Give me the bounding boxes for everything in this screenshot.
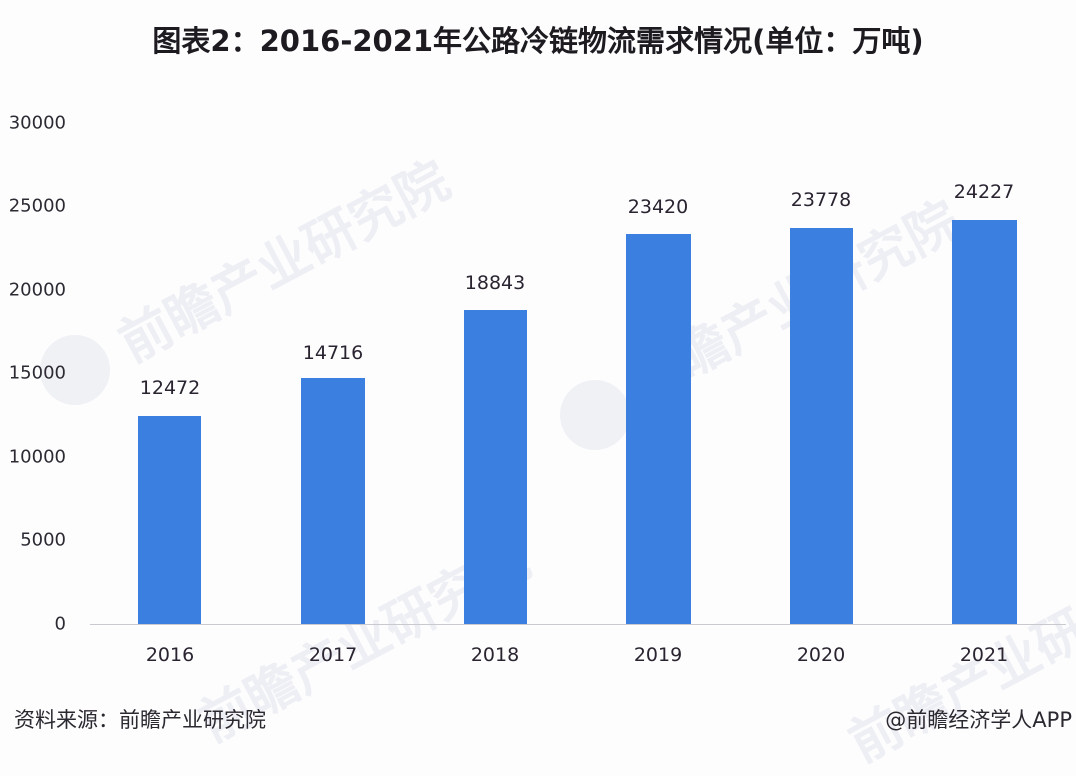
bar-value-label: 23778 [790,189,852,211]
bar-2018[interactable] [464,310,527,624]
y-tick: 10000 [8,446,66,468]
y-tick: 0 [54,613,66,635]
y-tick: 20000 [8,279,66,301]
bar-value-label: 23420 [627,196,689,218]
bar-value-label: 14716 [302,342,364,364]
y-tick: 25000 [8,195,66,217]
chart-title: 图表2：2016-2021年公路冷链物流需求情况(单位：万吨) [152,24,924,58]
bar-2016[interactable] [138,416,201,624]
watermark-text: 前瞻产业研究院 [109,150,460,375]
data-source: 资料来源：前瞻产业研究院 [14,708,266,732]
bar-2019[interactable] [626,234,691,624]
bar-value-label: 24227 [953,181,1015,203]
x-axis-line [90,624,1066,625]
x-tick: 2020 [796,644,846,666]
y-tick: 30000 [8,112,66,134]
bar-2020[interactable] [790,228,853,624]
y-tick: 15000 [8,362,66,384]
bar-value-label: 18843 [464,272,526,294]
bar-2017[interactable] [301,378,365,624]
x-tick: 2016 [145,644,195,666]
x-tick: 2019 [633,644,683,666]
x-tick: 2018 [470,644,520,666]
watermark-logo-icon [560,380,630,450]
x-tick: 2021 [959,644,1009,666]
x-tick: 2017 [308,644,358,666]
bar-value-label: 12472 [139,377,201,399]
bar-2021[interactable] [952,220,1017,624]
publisher-credit: @前瞻经济学人APP [885,708,1072,732]
y-tick: 5000 [20,529,66,551]
